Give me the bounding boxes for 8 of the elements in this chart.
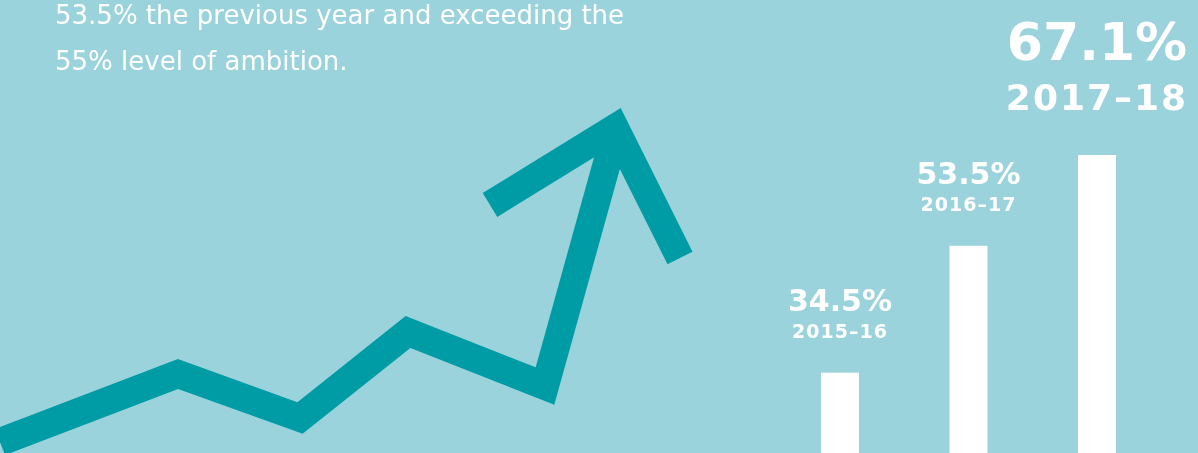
data-label: 34.5% — [787, 282, 893, 318]
data-label: 53.5% — [916, 155, 1021, 191]
x-tick-label: 2015–16 — [792, 319, 888, 342]
text: 55% level of ambition. — [55, 46, 348, 76]
x-tick-label: 2017–18 — [1005, 77, 1189, 118]
data-label: 67.1% — [1006, 12, 1188, 72]
x-tick-label: 2016–17 — [920, 192, 1017, 215]
text: 53.5% the previous year and exceeding the — [55, 0, 625, 30]
